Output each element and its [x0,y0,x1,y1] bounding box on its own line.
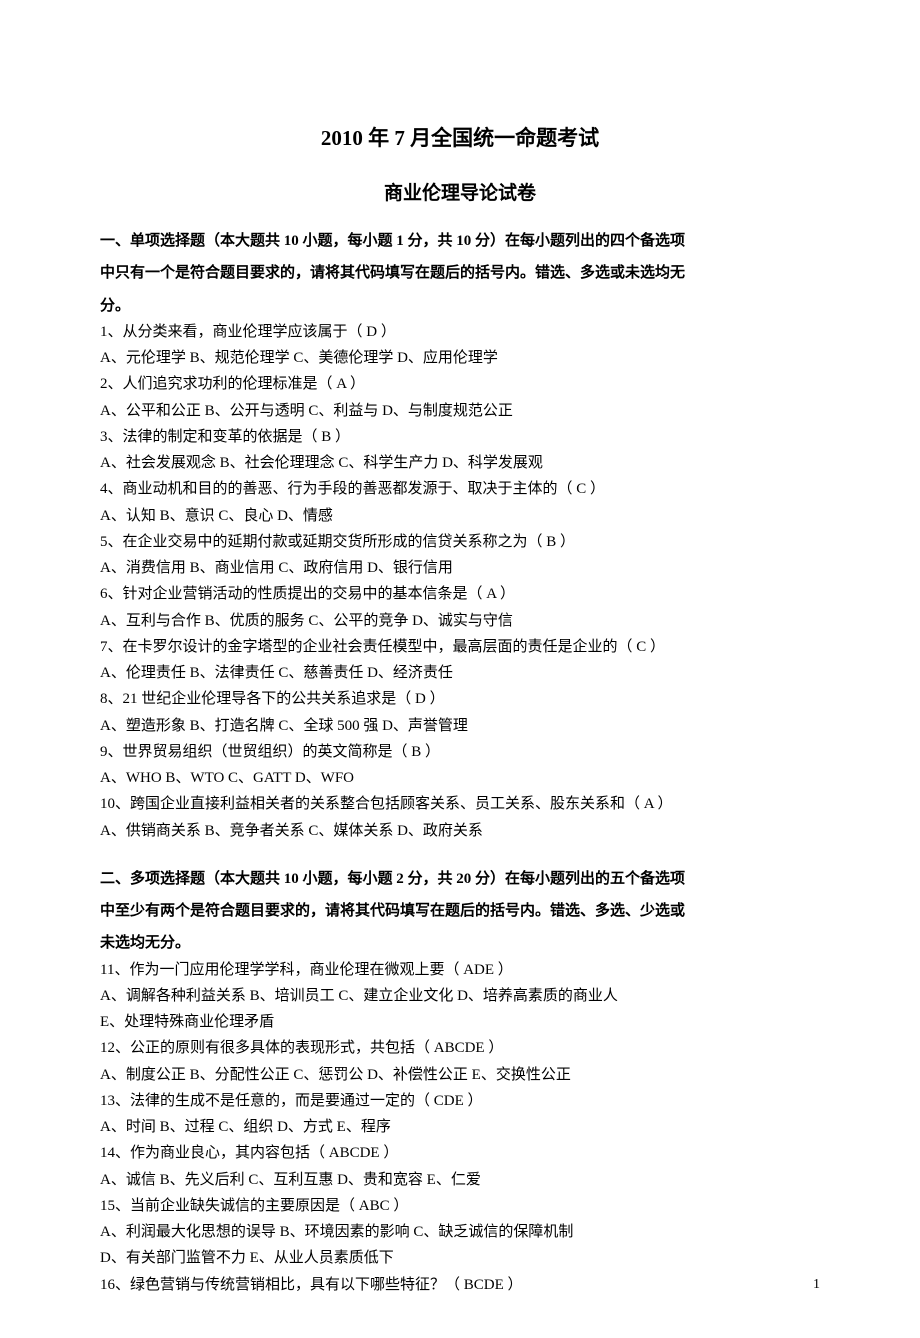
section2-header-line1: 二、多项选择题（本大题共 10 小题，每小题 2 分，共 20 分）在每小题列出… [100,866,820,892]
question-2: 2、人们追究求功利的伦理标准是（ A ） [100,371,820,397]
question-13-options: A、时间 B、过程 C、组织 D、方式 E、程序 [100,1114,820,1140]
section2-header-line2: 中至少有两个是符合题目要求的，请将其代码填写在题后的括号内。错选、多选、少选或 [100,898,820,924]
question-1-options: A、元伦理学 B、规范伦理学 C、美德伦理学 D、应用伦理学 [100,345,820,371]
question-15-options-line1: A、利润最大化思想的误导 B、环境因素的影响 C、缺乏诚信的保障机制 [100,1219,820,1245]
section1-header-line2: 中只有一个是符合题目要求的，请将其代码填写在题后的括号内。错选、多选或未选均无 [100,260,820,286]
question-10: 10、跨国企业直接利益相关者的关系整合包括顾客关系、员工关系、股东关系和（ A … [100,791,820,817]
page-number: 1 [813,1273,820,1298]
question-12: 12、公正的原则有很多具体的表现形式，共包括（ ABCDE ） [100,1035,820,1061]
question-14-options: A、诚信 B、先义后利 C、互利互惠 D、贵和宽容 E、仁爱 [100,1167,820,1193]
question-15-options-line2: D、有关部门监管不力 E、从业人员素质低下 [100,1245,820,1271]
question-9: 9、世界贸易组织（世贸组织）的英文简称是（ B ） [100,739,820,765]
section1-header-line1: 一、单项选择题（本大题共 10 小题，每小题 1 分，共 10 分）在每小题列出… [100,228,820,254]
question-3: 3、法律的制定和变革的依据是（ B ） [100,424,820,450]
section1-header-line3: 分。 [100,293,820,319]
question-2-options: A、公平和公正 B、公开与透明 C、利益与 D、与制度规范公正 [100,398,820,424]
question-9-options: A、WHO B、WTO C、GATT D、WFO [100,765,820,791]
question-8: 8、21 世纪企业伦理导各下的公共关系追求是（ D ） [100,686,820,712]
section2-header-line3: 未选均无分。 [100,930,820,956]
question-10-options: A、供销商关系 B、竞争者关系 C、媒体关系 D、政府关系 [100,818,820,844]
question-13: 13、法律的生成不是任意的，而是要通过一定的（ CDE ） [100,1088,820,1114]
question-3-options: A、社会发展观念 B、社会伦理理念 C、科学生产力 D、科学发展观 [100,450,820,476]
question-15: 15、当前企业缺失诚信的主要原因是（ ABC ） [100,1193,820,1219]
question-11-options-line2: E、处理特殊商业伦理矛盾 [100,1009,820,1035]
question-7-options: A、伦理责任 B、法律责任 C、慈善责任 D、经济责任 [100,660,820,686]
question-8-options: A、塑造形象 B、打造名牌 C、全球 500 强 D、声誉管理 [100,713,820,739]
question-11: 11、作为一门应用伦理学学科，商业伦理在微观上要（ ADE ） [100,957,820,983]
question-14: 14、作为商业良心，其内容包括（ ABCDE ） [100,1140,820,1166]
question-5-options: A、消费信用 B、商业信用 C、政府信用 D、银行信用 [100,555,820,581]
question-1: 1、从分类来看，商业伦理学应该属于（ D ） [100,319,820,345]
exam-title-main: 2010 年 7 月全国统一命题考试 [100,120,820,157]
question-5: 5、在企业交易中的延期付款或延期交货所形成的信贷关系称之为（ B ） [100,529,820,555]
question-6: 6、针对企业营销活动的性质提出的交易中的基本信条是（ A ） [100,581,820,607]
question-16: 16、绿色营销与传统营销相比，具有以下哪些特征？（ BCDE ） [100,1272,820,1298]
question-12-options: A、制度公正 B、分配性公正 C、惩罚公 D、补偿性公正 E、交换性公正 [100,1062,820,1088]
question-4: 4、商业动机和目的的善恶、行为手段的善恶都发源于、取决于主体的（ C ） [100,476,820,502]
question-6-options: A、互利与合作 B、优质的服务 C、公平的竞争 D、诚实与守信 [100,608,820,634]
section-spacer [100,844,820,860]
question-4-options: A、认知 B、意识 C、良心 D、情感 [100,503,820,529]
question-11-options-line1: A、调解各种利益关系 B、培训员工 C、建立企业文化 D、培养高素质的商业人 [100,983,820,1009]
question-7: 7、在卡罗尔设计的金字塔型的企业社会责任模型中，最高层面的责任是企业的（ C ） [100,634,820,660]
exam-title-sub: 商业伦理导论试卷 [100,177,820,210]
